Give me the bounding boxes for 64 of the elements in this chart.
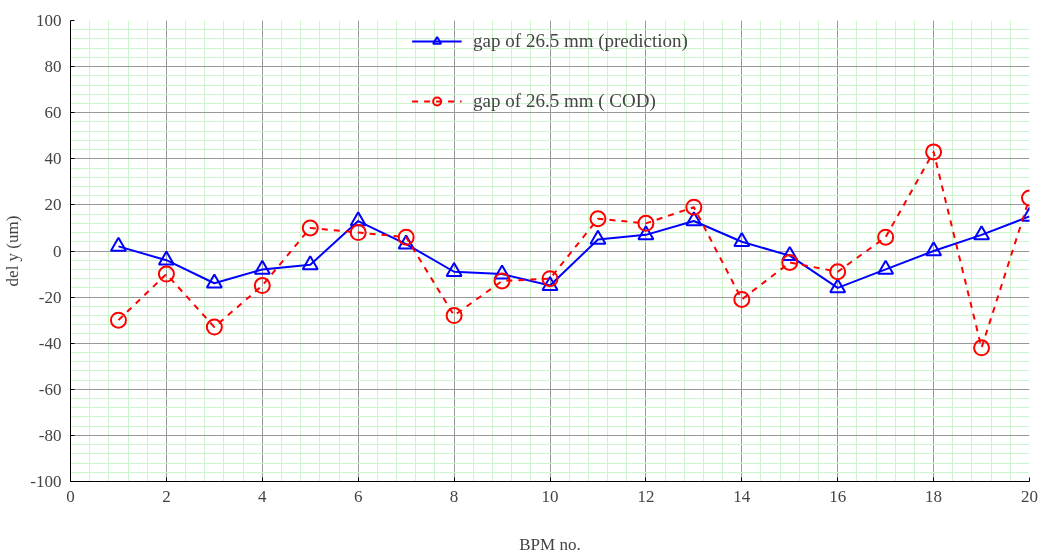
y-tick-label: 100 xyxy=(36,11,62,30)
point xyxy=(829,263,847,281)
x-tick-label: 8 xyxy=(449,486,459,506)
y-tick-label: -80 xyxy=(38,425,62,445)
point xyxy=(541,275,559,291)
point xyxy=(877,228,895,246)
point xyxy=(637,214,655,232)
point xyxy=(493,272,511,290)
y-tick-label: -60 xyxy=(38,379,62,399)
y-tick-label: -40 xyxy=(38,333,62,353)
legend-label: gap of 26.5 mm (prediction) xyxy=(473,30,688,52)
y-tick-label: -100 xyxy=(30,472,62,491)
point xyxy=(541,270,559,288)
x-tick-label: 0 xyxy=(66,486,75,506)
x-tick-label: 12 xyxy=(637,486,655,506)
point xyxy=(877,259,895,275)
point xyxy=(253,259,271,275)
point xyxy=(781,254,799,272)
x-tick-label: 10 xyxy=(541,486,559,506)
point xyxy=(781,245,799,261)
point xyxy=(973,339,991,357)
point xyxy=(349,224,367,242)
point xyxy=(445,262,463,278)
x-tick-label: 2 xyxy=(162,486,171,506)
point xyxy=(157,250,175,266)
y-axis-title: del y (um) xyxy=(3,215,23,287)
point xyxy=(301,219,319,237)
y-tick-label: 40 xyxy=(44,149,62,169)
x-tick-label: 20 xyxy=(1021,486,1038,506)
point xyxy=(829,278,847,294)
point xyxy=(109,311,127,329)
point xyxy=(397,228,415,246)
point xyxy=(493,264,511,280)
point xyxy=(109,236,127,252)
x-tick-label: 14 xyxy=(733,486,751,506)
point xyxy=(973,225,991,241)
point xyxy=(589,210,607,228)
point xyxy=(301,255,319,271)
point xyxy=(733,232,751,248)
point xyxy=(349,211,367,227)
point xyxy=(637,225,655,241)
point xyxy=(397,234,415,250)
point xyxy=(589,229,607,245)
x-tick-label: 6 xyxy=(353,486,363,506)
point xyxy=(685,211,703,227)
point xyxy=(685,198,703,216)
point xyxy=(205,318,223,336)
point xyxy=(733,290,751,308)
point xyxy=(925,241,943,257)
x-tick-label: 16 xyxy=(829,486,847,506)
x-tick-label: 4 xyxy=(258,486,268,506)
y-tick-label: 80 xyxy=(44,57,62,77)
point xyxy=(157,265,175,283)
y-tick-label: 20 xyxy=(44,195,62,215)
point xyxy=(925,143,943,161)
y-tick-label: -20 xyxy=(38,287,62,307)
x-axis-title: BPM no. xyxy=(519,534,581,554)
point xyxy=(205,273,223,289)
point xyxy=(253,277,271,295)
point xyxy=(445,307,463,325)
y-tick-label: 0 xyxy=(53,241,62,261)
legend-label: gap of 26.5 mm ( COD) xyxy=(473,90,656,112)
y-tick-label: 60 xyxy=(44,103,62,123)
x-tick-label: 18 xyxy=(925,486,943,506)
